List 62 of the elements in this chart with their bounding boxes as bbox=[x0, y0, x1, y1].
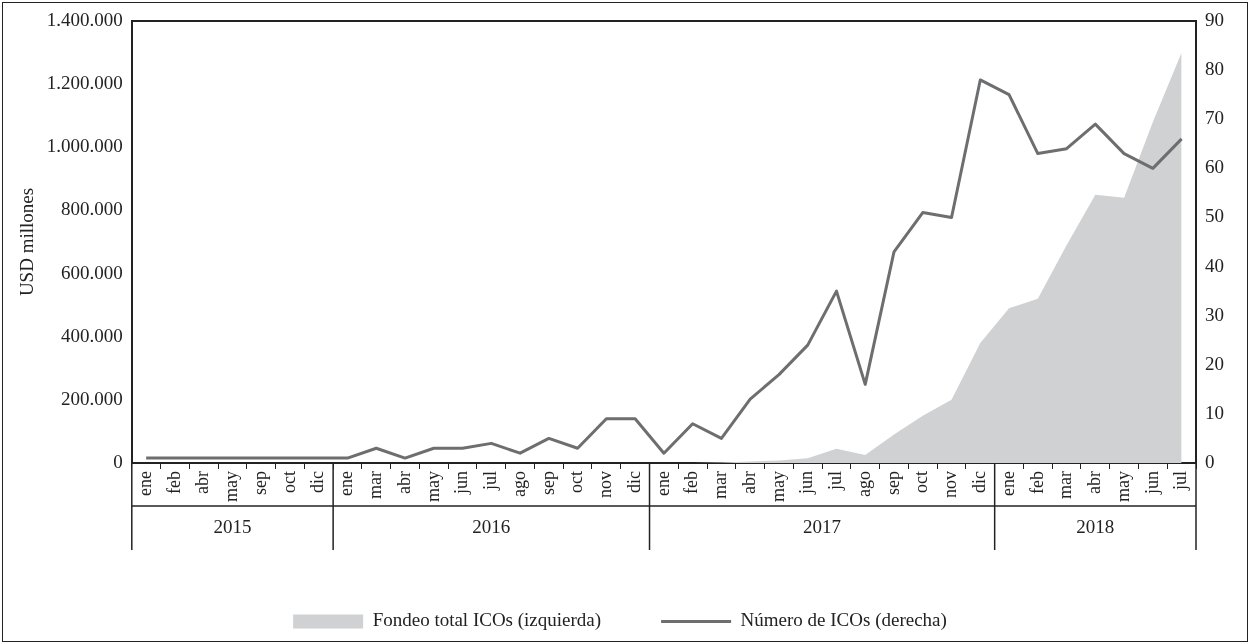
y2-tick-label: 20 bbox=[1205, 352, 1224, 374]
y2-tick-label: 90 bbox=[1205, 8, 1224, 30]
y2-tick-label: 30 bbox=[1205, 303, 1224, 325]
x-tick-label: mar bbox=[365, 471, 386, 499]
x-tick-label: may bbox=[1112, 471, 1133, 503]
text: 2018 bbox=[1076, 515, 1115, 537]
x-tick-label: feb bbox=[163, 471, 184, 494]
y2-tick-label: 50 bbox=[1205, 205, 1224, 227]
y-tick-label: 600.000 bbox=[61, 261, 123, 283]
x-tick-label: nov bbox=[940, 471, 961, 499]
y-tick-label: 0 bbox=[113, 450, 123, 472]
x-tick-label: may bbox=[422, 471, 443, 503]
x-tick-label: ene bbox=[134, 471, 155, 496]
x-tick-label: ago bbox=[508, 471, 529, 498]
x-tick-label: sep bbox=[249, 471, 270, 496]
x-tick-label: ago bbox=[853, 471, 874, 498]
y2-tick-label: 60 bbox=[1205, 156, 1224, 178]
x-tick-label: nov bbox=[595, 471, 616, 499]
x-tick-label: sep bbox=[537, 471, 558, 496]
x-tick-label: oct bbox=[566, 471, 587, 494]
x-tick-label: oct bbox=[911, 471, 932, 494]
x-tick-label: jul bbox=[825, 471, 846, 492]
x-tick-label: dic bbox=[307, 471, 328, 494]
x-tick-label: feb bbox=[1026, 471, 1047, 494]
y2-tick-label: 80 bbox=[1205, 58, 1224, 80]
x-tick-label: jun bbox=[451, 471, 472, 496]
x-tick-label: may bbox=[767, 471, 788, 503]
x-tick-label: mar bbox=[710, 471, 731, 499]
y2-tick-label: 40 bbox=[1205, 254, 1224, 276]
y-tick-label: 800.000 bbox=[61, 198, 123, 220]
text: 2017 bbox=[803, 515, 842, 537]
y2-tick-label: 70 bbox=[1205, 107, 1224, 129]
x-tick-label: ene bbox=[652, 471, 673, 496]
x-tick-label: dic bbox=[969, 471, 990, 494]
x-tick-label: mar bbox=[1055, 471, 1076, 499]
y-tick-label: 1.400.000 bbox=[46, 8, 123, 30]
legend-label: Número de ICOs (derecha) bbox=[740, 609, 947, 632]
text: 2016 bbox=[472, 515, 511, 537]
x-tick-label: dic bbox=[623, 471, 644, 494]
x-tick-label: jul bbox=[480, 471, 501, 492]
x-tick-label: abr bbox=[192, 471, 213, 494]
x-tick-label: ene bbox=[336, 471, 357, 496]
x-tick-label: oct bbox=[278, 471, 299, 494]
y-tick-label: 200.000 bbox=[61, 387, 123, 409]
x-tick-label: abr bbox=[393, 471, 414, 494]
y2-tick-label: 10 bbox=[1205, 401, 1224, 423]
y2-tick-label: 0 bbox=[1205, 450, 1215, 472]
y-axis-title: USD millones bbox=[16, 187, 38, 297]
y-tick-label: 1.000.000 bbox=[46, 135, 123, 157]
x-tick-label: jun bbox=[1141, 471, 1162, 496]
x-tick-label: feb bbox=[681, 471, 702, 494]
text: 2015 bbox=[213, 515, 252, 537]
x-tick-label: jul bbox=[1170, 471, 1191, 492]
y-tick-label: 400.000 bbox=[61, 324, 123, 346]
x-tick-label: may bbox=[221, 471, 242, 503]
x-tick-label: sep bbox=[882, 471, 903, 496]
y-tick-label: 1.200.000 bbox=[46, 72, 123, 94]
x-tick-label: abr bbox=[738, 471, 759, 494]
x-tick-label: abr bbox=[1084, 471, 1105, 494]
legend-label: Fondeo total ICOs (izquierda) bbox=[372, 609, 602, 632]
x-tick-label: ene bbox=[997, 471, 1018, 496]
x-tick-label: jun bbox=[796, 471, 817, 496]
